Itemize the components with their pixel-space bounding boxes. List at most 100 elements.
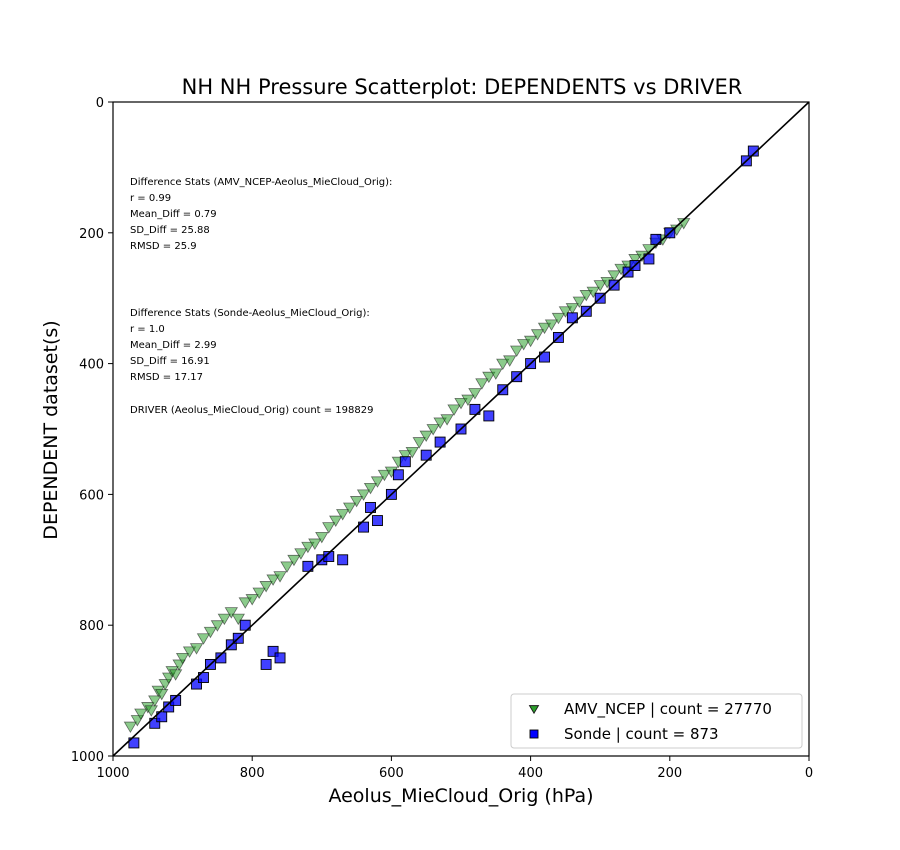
amv-ncep-point: [245, 594, 259, 606]
stats-line: Difference Stats (AMV_NCEP-Aeolus_MieClo…: [130, 177, 392, 188]
sonde-point: [274, 652, 286, 664]
amv-ncep-point: [144, 705, 158, 717]
chart-title: NH NH Pressure Scatterplot: DEPENDENTS v…: [182, 75, 743, 99]
amv-ncep-point: [349, 496, 364, 508]
legend-box: [510, 693, 803, 749]
sonde-point: [215, 652, 227, 664]
stats-line: Mean_Diff = 0.79: [130, 209, 217, 220]
sonde-point: [191, 678, 202, 690]
sonde-point: [434, 436, 446, 448]
stats-line: SD_Diff = 16.91: [130, 356, 210, 367]
sonde-point: [260, 658, 272, 670]
sonde-point: [302, 560, 314, 572]
amv-ncep-point: [572, 296, 587, 308]
y-tick-label: 600: [79, 488, 104, 503]
amv-ncep-point: [426, 424, 440, 436]
amv-ncep-point: [231, 613, 245, 626]
amv-ncep-point: [315, 532, 329, 544]
amv-ncep-point: [182, 646, 197, 658]
amv-ncep-point: [203, 626, 218, 639]
x-tick-label: 1000: [96, 766, 129, 781]
x-tick-label: 400: [518, 766, 543, 781]
amv-ncep-point: [537, 322, 552, 335]
stats-line: DRIVER (Aeolus_MieCloud_Orig) count = 19…: [130, 405, 373, 416]
amv-ncep-point: [482, 371, 496, 384]
stats-line: Mean_Diff = 2.99: [130, 340, 217, 351]
amv-ncep-point: [280, 561, 294, 573]
sonde-point: [149, 717, 161, 729]
amv-ncep-point: [168, 669, 183, 681]
sonde-point: [128, 737, 140, 749]
sonde-point: [420, 449, 432, 461]
difference-stats-annotations: Difference Stats (AMV_NCEP-Aeolus_MieClo…: [130, 177, 392, 416]
stats-line: r = 1.0: [130, 324, 165, 335]
amv-ncep-point: [628, 254, 642, 266]
x-tick-label: 800: [240, 766, 265, 781]
sonde-point: [337, 554, 349, 566]
amv-ncep-point: [565, 303, 580, 315]
amv-ncep-point: [489, 368, 503, 380]
amv-ncep-point: [134, 708, 148, 720]
amv-ncep-point: [259, 581, 273, 593]
stats-line: Difference Stats (Sonde-Aeolus_MieCloud_…: [130, 308, 370, 319]
amv-ncep-point: [252, 587, 266, 599]
sonde-point: [267, 645, 279, 657]
legend-label: Sonde | count = 873: [564, 725, 719, 743]
sonde-point: [323, 551, 335, 562]
legend: AMV_NCEP | count = 27770 Sonde | count = …: [510, 693, 803, 749]
y-tick-label: 0: [96, 96, 104, 111]
amv-ncep-point: [419, 430, 433, 443]
y-tick-label: 400: [79, 358, 104, 373]
amv-ncep-point: [175, 653, 190, 665]
amv-ncep-point: [322, 522, 336, 534]
y-tick-label: 1000: [71, 750, 104, 765]
amv-ncep-point: [496, 358, 510, 371]
amv-ncep-point: [210, 620, 225, 632]
amv-ncep-point: [593, 280, 607, 292]
stats-line: r = 0.99: [130, 193, 171, 204]
sonde-point: [399, 456, 411, 468]
amv-ncep-point: [273, 571, 287, 583]
amv-ncep-point: [189, 643, 204, 655]
amv-ncep-point: [224, 607, 239, 619]
amv-ncep-point: [370, 476, 385, 488]
sonde-point: [358, 521, 370, 533]
amv-ncep-point: [123, 721, 138, 734]
legend-marker-sonde: [529, 729, 539, 739]
amv-ncep-point: [607, 270, 621, 282]
amv-ncep-point: [523, 335, 538, 348]
amv-ncep-point: [342, 502, 357, 514]
sonde-point: [365, 502, 376, 513]
x-axis-title: Aeolus_MieCloud_Orig (hPa): [328, 785, 593, 807]
amv-ncep-point: [155, 688, 169, 701]
amv-ncep-point: [503, 355, 517, 367]
amv-ncep-point: [196, 633, 211, 645]
amv-ncep-point: [148, 695, 162, 707]
legend-marker-amv-ncep: [528, 705, 540, 715]
stats-line: RMSD = 17.17: [130, 372, 203, 383]
sonde-point: [643, 253, 655, 265]
amv-ncep-point: [454, 397, 468, 410]
amv-ncep-point: [530, 329, 545, 341]
sonde-point: [198, 672, 209, 683]
amv-ncep-point: [363, 482, 378, 495]
sonde-point: [483, 410, 495, 422]
series-1: [128, 145, 759, 749]
sonde-point: [392, 469, 404, 481]
one-to-one-line: [112, 101, 810, 757]
sonde-point: [239, 619, 251, 631]
amv-ncep-point: [405, 446, 419, 459]
amv-ncep-point: [544, 319, 559, 331]
amv-ncep-point: [440, 414, 454, 426]
amv-ncep-point: [412, 437, 426, 449]
amv-ncep-point: [308, 538, 322, 550]
amv-ncep-point: [579, 290, 593, 302]
sonde-point: [469, 403, 481, 415]
sonde-point: [566, 312, 578, 324]
amv-ncep-point: [551, 312, 566, 325]
amv-ncep-point: [558, 306, 573, 318]
legend-label: AMV_NCEP | count = 27770: [564, 700, 772, 719]
sonde-point: [163, 701, 175, 713]
amv-ncep-point: [516, 339, 531, 351]
